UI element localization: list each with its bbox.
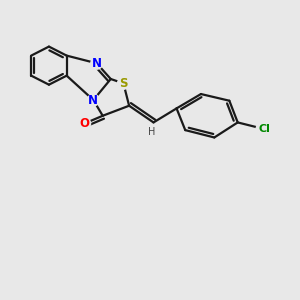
Circle shape [118, 77, 129, 89]
Text: H: H [148, 127, 156, 137]
Circle shape [88, 94, 99, 106]
Circle shape [79, 118, 91, 129]
Text: N: N [92, 57, 102, 70]
Circle shape [91, 57, 103, 69]
Text: Cl: Cl [259, 124, 270, 134]
Text: N: N [88, 94, 98, 106]
Circle shape [147, 127, 157, 137]
Circle shape [256, 121, 273, 137]
Text: O: O [80, 117, 90, 130]
Text: S: S [119, 77, 128, 90]
